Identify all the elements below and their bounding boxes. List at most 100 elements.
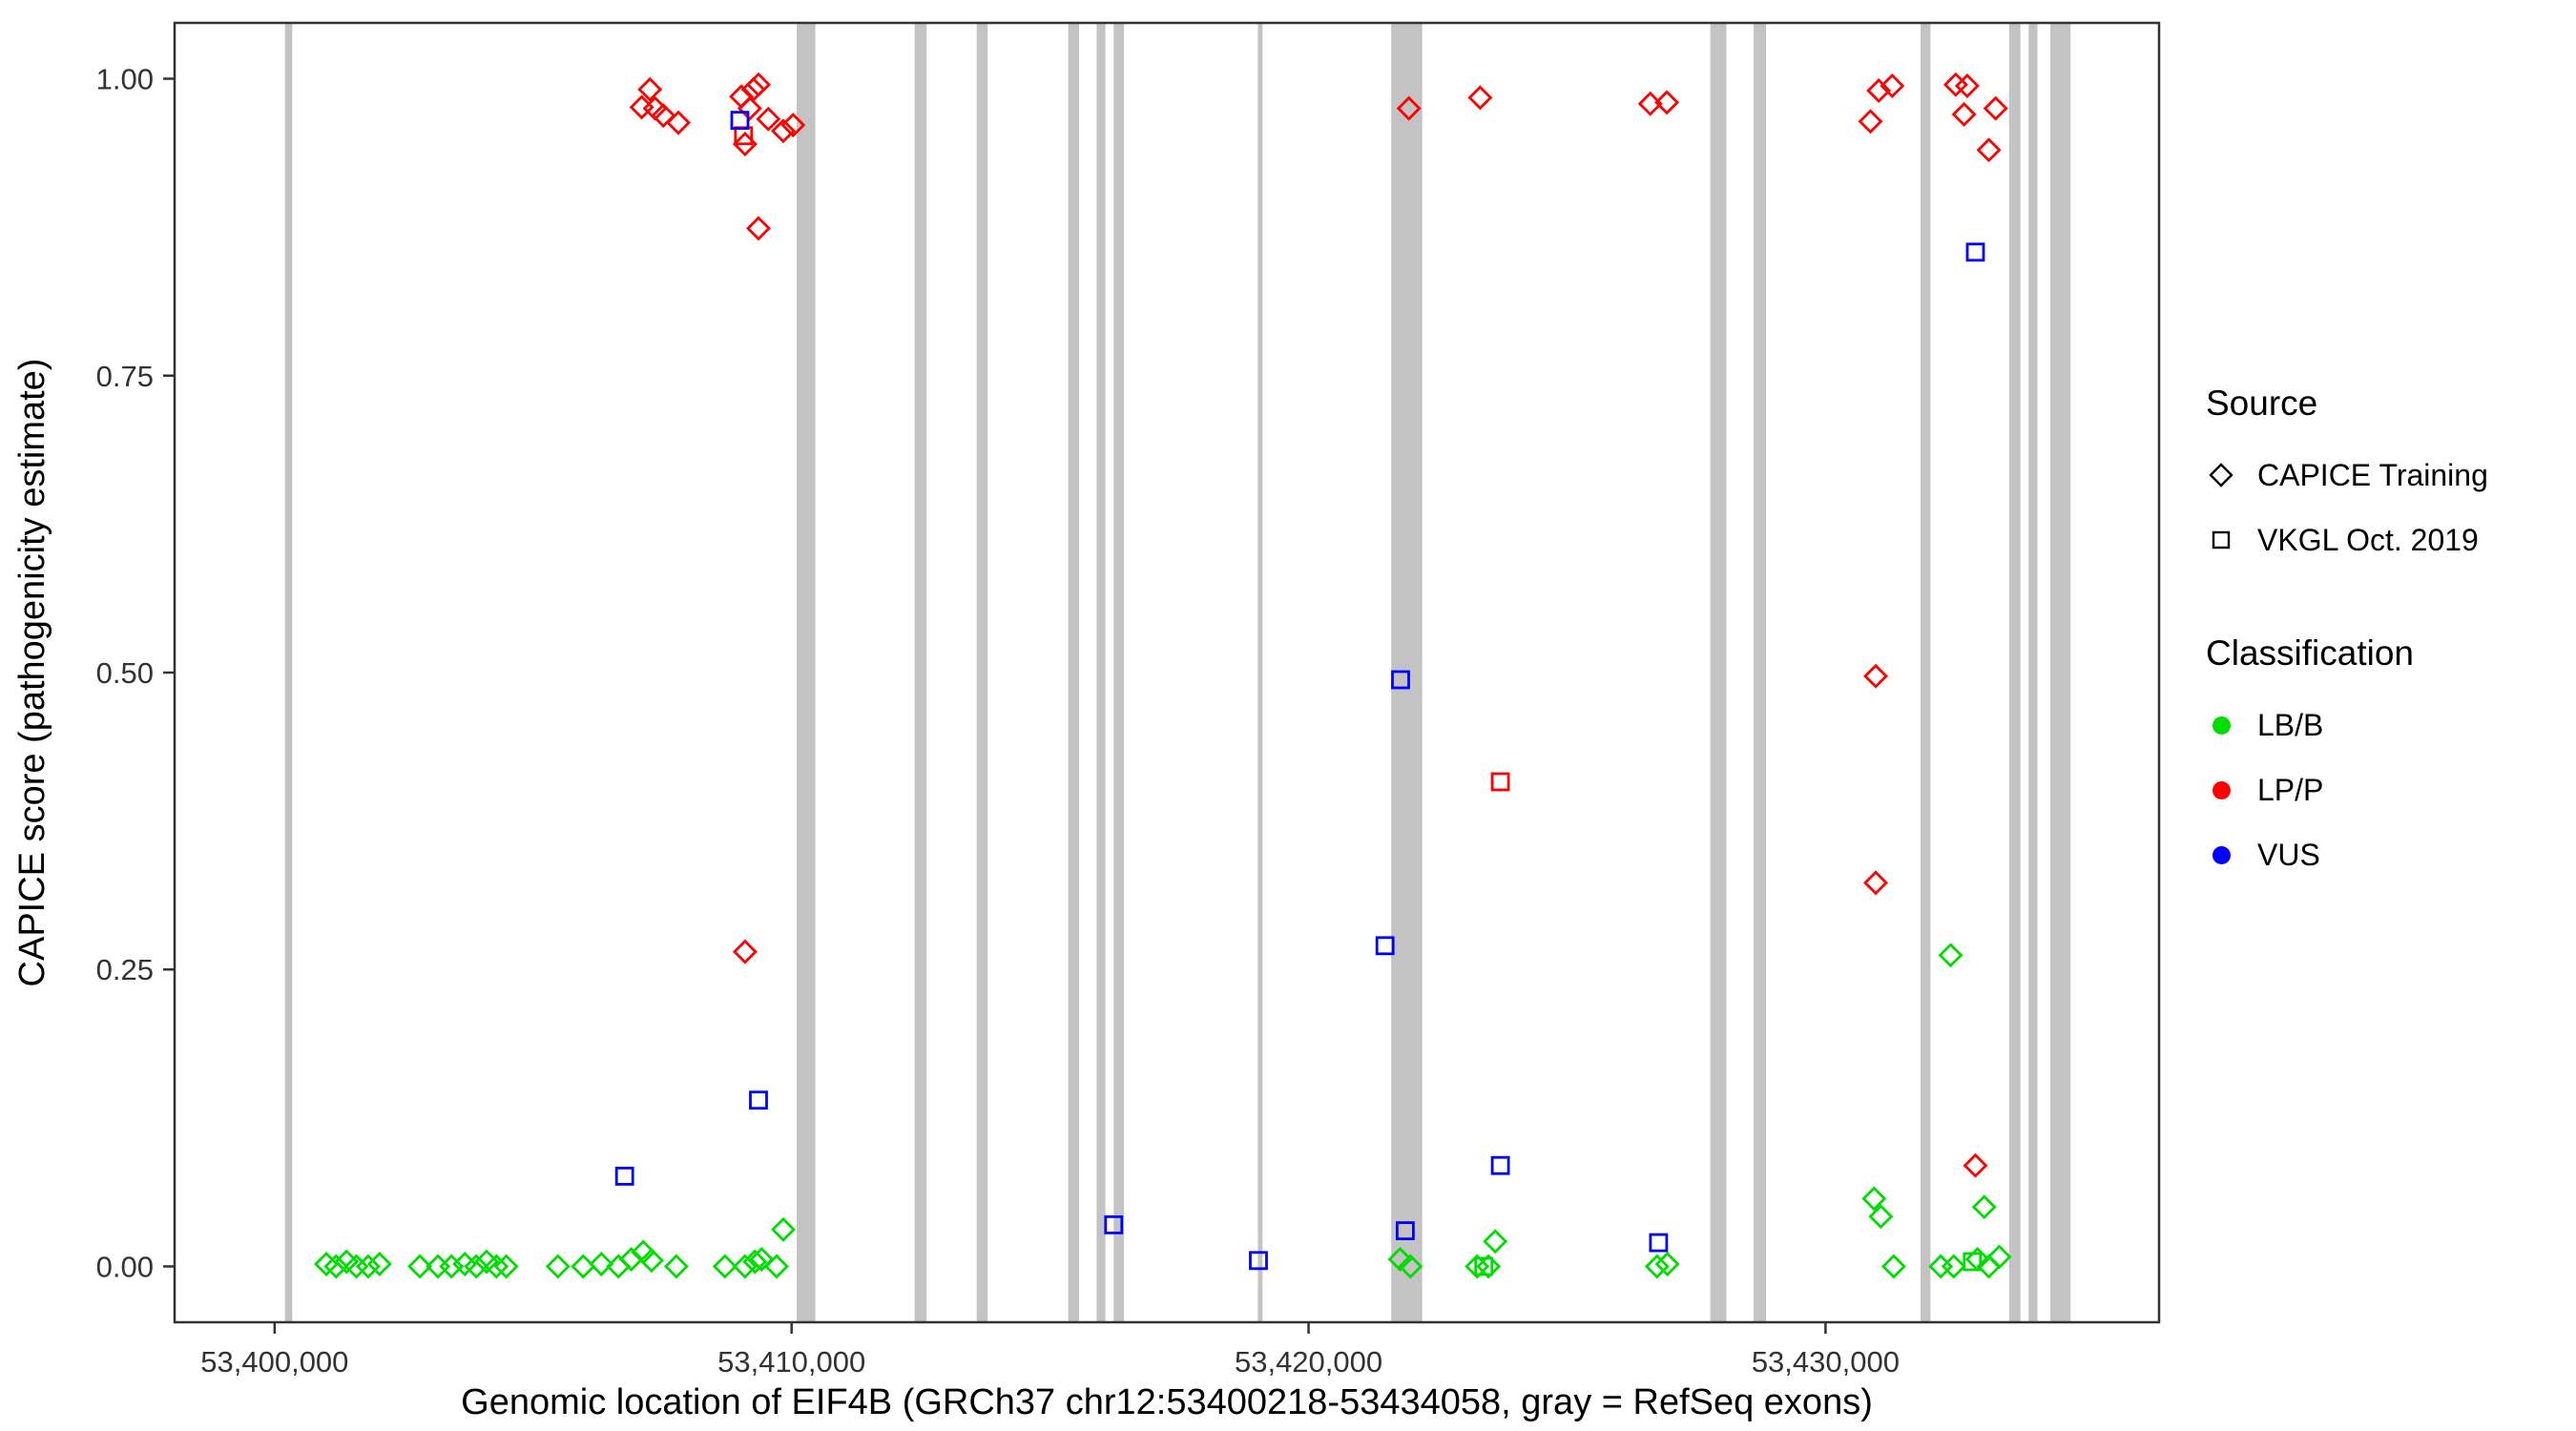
- data-points: [314, 72, 2012, 1279]
- x-tick-label: 53,400,000: [200, 1345, 348, 1379]
- point-diamond: [1880, 73, 1905, 98]
- x-tick-label: 53,410,000: [717, 1345, 865, 1379]
- exon-bar: [1710, 23, 1727, 1322]
- exon-bar: [1921, 23, 1931, 1322]
- point-diamond: [764, 1254, 789, 1279]
- point-square: [1474, 1256, 1494, 1276]
- y-tick-label: 1.00: [96, 63, 154, 96]
- point-diamond: [343, 1254, 369, 1279]
- point-square: [1249, 1251, 1268, 1271]
- point-diamond: [323, 1254, 349, 1279]
- point-diamond: [749, 1247, 775, 1272]
- y-axis-title: CAPICE score (pathogenicity estimate): [12, 359, 52, 987]
- y-tick-label: 0.50: [96, 656, 154, 690]
- point-diamond: [771, 1216, 796, 1242]
- diamond-icon: [2206, 460, 2236, 490]
- point-diamond: [742, 1249, 768, 1275]
- y-tick-label: 0.00: [96, 1250, 154, 1283]
- x-axis: 53,400,000 53,410,000 53,420,000 53,430,000: [200, 1322, 1900, 1379]
- point-square: [614, 1167, 634, 1186]
- square-icon: [2206, 525, 2236, 555]
- point-diamond: [1863, 870, 1888, 896]
- point-square: [1104, 1215, 1124, 1234]
- point-diamond: [746, 216, 771, 241]
- legend-section-classification: Classification LB/B LP/P VUS: [2206, 633, 2488, 887]
- point-diamond: [1654, 90, 1680, 115]
- point-diamond: [740, 76, 766, 102]
- exon-bar: [2028, 23, 2038, 1322]
- point-diamond: [355, 1254, 381, 1279]
- point-diamond: [545, 1254, 571, 1279]
- point-square: [749, 1090, 768, 1110]
- point-square: [1391, 670, 1410, 690]
- point-diamond: [1868, 1204, 1894, 1230]
- point-square: [730, 111, 750, 130]
- exon-bar: [1113, 23, 1125, 1322]
- point-diamond: [366, 1252, 392, 1276]
- point-diamond: [484, 1254, 509, 1279]
- point-diamond: [439, 1254, 465, 1279]
- point-diamond: [1880, 1254, 1906, 1279]
- legend-label-vkgl: VKGL Oct. 2019: [2257, 522, 2479, 557]
- legend-label-capice-training: CAPICE Training: [2257, 457, 2488, 492]
- point-diamond: [589, 1252, 614, 1276]
- point-diamond: [666, 110, 691, 135]
- point-diamond: [474, 1249, 499, 1275]
- point-diamond: [732, 939, 758, 964]
- legend-label-lpp: LP/P: [2257, 772, 2324, 807]
- point-diamond: [1387, 1247, 1413, 1272]
- point-diamond: [638, 1248, 664, 1274]
- point-diamond: [1963, 1152, 1988, 1178]
- point-square: [1965, 242, 1985, 262]
- point-diamond: [637, 76, 663, 102]
- point-diamond: [1467, 85, 1493, 111]
- legend-label-vus: VUS: [2257, 837, 2320, 872]
- point-diamond: [663, 1254, 689, 1279]
- red-dot-icon: [2206, 780, 2236, 799]
- y-axis: 0.00 0.25 0.50 0.75 1.00: [96, 63, 175, 1283]
- point-diamond: [618, 1247, 644, 1272]
- blue-dot-icon: [2206, 845, 2236, 864]
- point-diamond: [1396, 95, 1422, 121]
- legend-item-vus: VUS: [2206, 822, 2488, 887]
- point-diamond: [771, 118, 796, 144]
- exon-bar: [1068, 23, 1079, 1322]
- point-diamond: [1866, 78, 1892, 103]
- point-square: [1375, 936, 1395, 956]
- legend-item-vkgl: VKGL Oct. 2019: [2206, 508, 2488, 572]
- point-diamond: [493, 1254, 519, 1279]
- point-diamond: [1465, 1254, 1490, 1279]
- point-diamond: [1954, 73, 1980, 98]
- exon-bar: [797, 23, 816, 1322]
- point-diamond: [1476, 1254, 1502, 1279]
- point-square: [1490, 772, 1510, 792]
- point-diamond: [1941, 1254, 1966, 1279]
- legend-item-lbb: LB/B: [2206, 693, 2488, 757]
- exon-bars: [284, 23, 2071, 1322]
- point-diamond: [1938, 943, 1963, 968]
- panel-border: [173, 21, 2161, 1324]
- point-diamond: [732, 1254, 758, 1279]
- point-square: [1490, 1155, 1510, 1175]
- point-diamond: [1976, 137, 2002, 163]
- point-diamond: [1971, 1194, 1997, 1220]
- x-tick-label: 53,420,000: [1235, 1345, 1382, 1379]
- point-diamond: [571, 1254, 596, 1279]
- point-diamond: [1483, 1229, 1508, 1255]
- legend-title-source: Source: [2206, 384, 2318, 423]
- exon-bar: [1096, 23, 1106, 1322]
- point-diamond: [780, 113, 806, 138]
- exon-bar: [1257, 23, 1263, 1322]
- point-diamond: [712, 1254, 737, 1279]
- point-diamond: [1654, 1252, 1680, 1276]
- point-diamond: [1644, 1254, 1670, 1279]
- exon-bar: [976, 23, 988, 1322]
- green-dot-icon: [2206, 716, 2236, 735]
- exon-bar: [2050, 23, 2071, 1322]
- exon-bar: [2008, 23, 2021, 1322]
- legend: Source CAPICE Training VKGL Oct. 2019: [2206, 384, 2488, 887]
- legend-section-source: Source CAPICE Training VKGL Oct. 2019: [2206, 384, 2488, 572]
- point-diamond: [407, 1254, 433, 1279]
- exon-bar: [1754, 23, 1767, 1322]
